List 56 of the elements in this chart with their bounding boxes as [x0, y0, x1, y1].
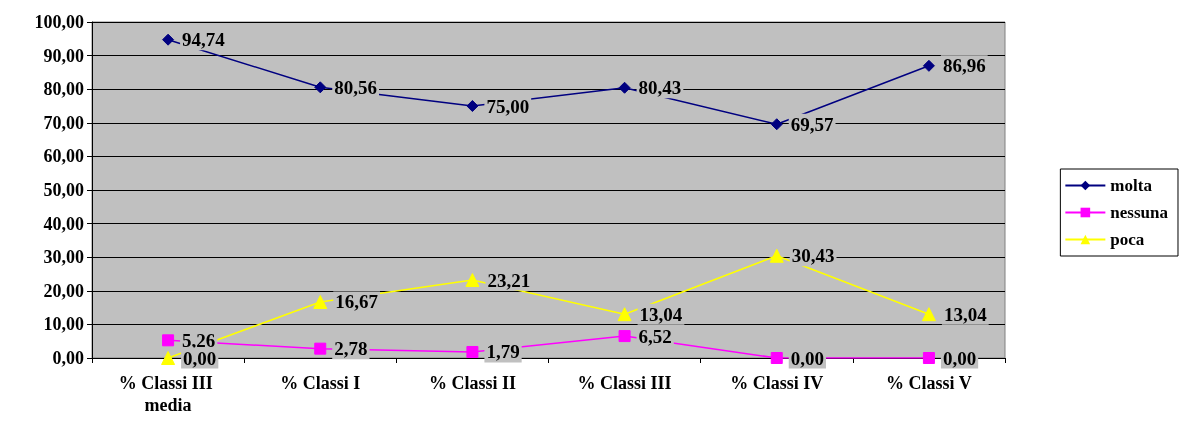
y-tick-label: 50,00	[43, 180, 84, 200]
data-label: 5,26	[182, 329, 216, 351]
point	[314, 81, 327, 94]
point	[922, 59, 935, 72]
data-label: 13,04	[639, 303, 683, 325]
data-label: 0,00	[942, 347, 977, 369]
data-label: 16,67	[335, 291, 379, 313]
x-tick-label: % Classi III media	[118, 373, 218, 415]
point	[162, 334, 175, 347]
point	[770, 118, 783, 131]
legend-label: nessuna	[1110, 203, 1169, 222]
y-tick-label: 70,00	[43, 112, 84, 133]
point	[618, 330, 631, 343]
y-tick-label: 30,00	[43, 247, 84, 268]
y-tick-label: 60,00	[43, 146, 84, 167]
data-label: 0,00	[183, 347, 217, 369]
data-label: 80,43	[638, 77, 682, 99]
y-tick-label: 0,00	[52, 348, 84, 368]
point	[921, 307, 936, 322]
data-label: 23,21	[487, 269, 531, 291]
y-tick-label: 10,00	[43, 314, 84, 335]
point	[314, 342, 327, 355]
y-tick-label: 40,00	[43, 213, 84, 234]
point	[769, 248, 784, 263]
point	[617, 307, 632, 322]
data-label: 0,00	[790, 347, 824, 369]
data-label: 1,79	[486, 341, 520, 363]
x-tick-label: % Classi II	[428, 373, 516, 393]
y-tick-label: 90,00	[43, 45, 84, 66]
y-tick-label: 20,00	[43, 280, 84, 301]
data-label: 6,52	[638, 325, 672, 347]
point	[466, 100, 479, 112]
x-tick-label: % Classi IV	[730, 373, 824, 393]
data-label: 2,78	[334, 338, 368, 360]
point	[770, 352, 783, 364]
data-label: 75,00	[486, 95, 530, 117]
legend-label: poca	[1110, 230, 1145, 249]
x-tick-label: % Classi III	[577, 373, 672, 393]
y-tick-label: 80,00	[43, 79, 84, 100]
x-tick-label: % Classi V	[886, 373, 972, 393]
point	[313, 294, 328, 309]
point	[922, 352, 935, 364]
legend-label: molta	[1110, 176, 1153, 195]
data-label: 94,74	[182, 29, 226, 51]
data-label: 86,96	[942, 55, 986, 77]
point	[162, 33, 175, 46]
point	[465, 273, 480, 288]
data-label: 69,57	[790, 113, 834, 135]
point	[466, 345, 479, 358]
data-label: 30,43	[791, 245, 835, 267]
data-label: 80,56	[334, 76, 377, 98]
x-tick-label: % Classi I	[280, 373, 361, 393]
point	[618, 81, 631, 94]
data-label: 13,04	[943, 303, 988, 325]
point	[161, 351, 176, 365]
y-tick-label: 100,00	[34, 12, 84, 32]
